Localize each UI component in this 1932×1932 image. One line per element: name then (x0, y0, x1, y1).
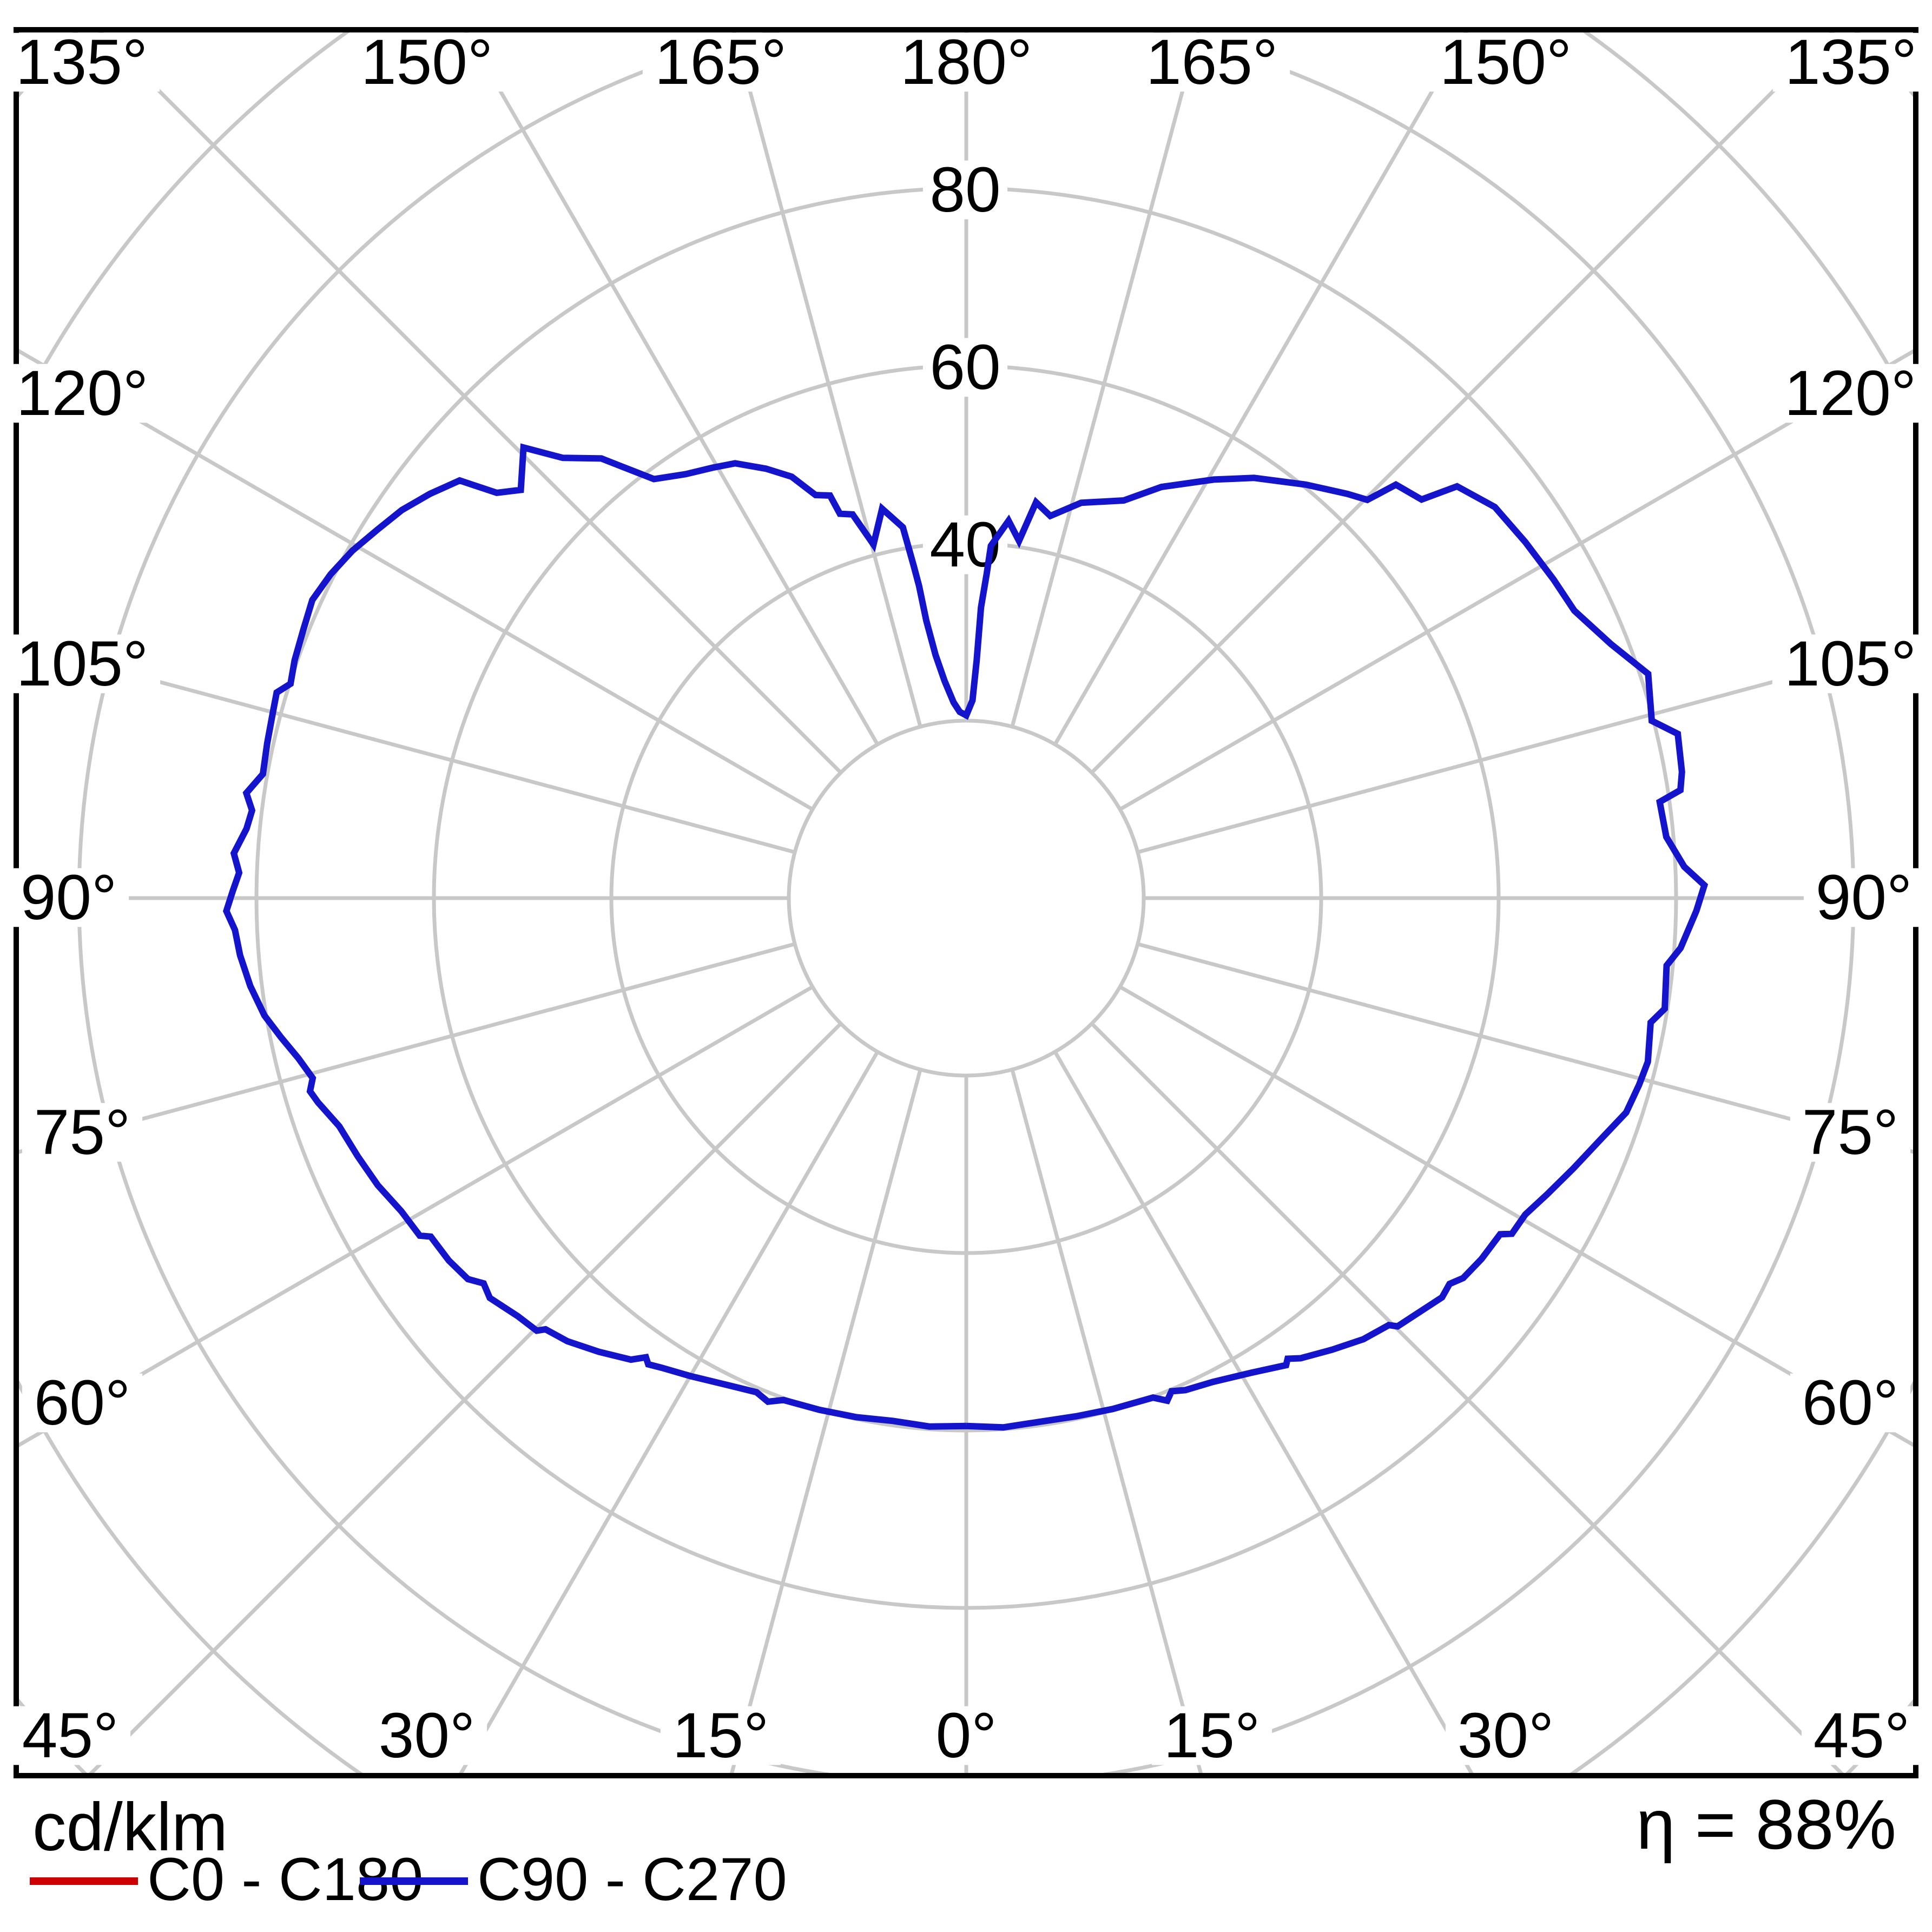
grid-spoke-15 (1010, 1069, 1203, 1773)
angle-label: 180° (900, 27, 1032, 98)
angle-label-mask (1151, 1706, 1272, 1765)
grid-spoke-75 (1137, 942, 1913, 1154)
angle-label: 75° (1802, 1097, 1898, 1168)
legend-label-c90-c270: C90 - C270 (477, 1845, 787, 1913)
grid-spoke-330 (459, 1051, 880, 1773)
grid-spoke-300 (19, 985, 814, 1447)
angle-label: 90° (21, 862, 117, 933)
angle-label-mask (22, 1373, 143, 1433)
angle-label: 0° (936, 1700, 997, 1771)
radial-label: 80 (929, 154, 1000, 226)
grid-ring-20 (787, 718, 1146, 1078)
radial-label: 60 (929, 332, 1000, 403)
efficiency-label: η = 88% (1636, 1785, 1896, 1864)
angle-label: 165° (1146, 27, 1278, 98)
grid-spoke-210 (464, 32, 880, 746)
angle-label-mask (642, 32, 799, 92)
angle-label-mask (366, 1706, 487, 1765)
angle-label: 90° (1816, 862, 1912, 933)
grid-spoke-285 (19, 942, 796, 1154)
grid-spoke-240 (19, 349, 814, 812)
axis-labels: 135° 150° 165° 180° 165° 150° 135° 120° 105° 90° 7… (3, 27, 1929, 1771)
angle-label: 45° (1814, 1700, 1910, 1771)
angle-label: 30° (379, 1700, 475, 1771)
angle-label: 150° (361, 27, 493, 98)
angle-label-mask (22, 1103, 143, 1162)
angle-label: 150° (1440, 27, 1572, 98)
grid-spoke-345 (730, 1069, 922, 1773)
curve-C90-C270 (222, 443, 1709, 1431)
angle-label: 105° (16, 628, 148, 700)
angle-label: 15° (672, 1700, 769, 1771)
angle-label-mask (10, 1706, 131, 1765)
angle-label: 120° (1784, 358, 1916, 429)
grid-spoke-165 (1010, 32, 1201, 728)
angle-label-mask (888, 32, 1045, 92)
unit-label: cd/klm (32, 1790, 228, 1865)
intensity-curves (222, 443, 1709, 1431)
angle-label: 60° (34, 1367, 130, 1439)
angle-label: 135° (16, 27, 148, 98)
grid-spoke-120 (1119, 349, 1913, 812)
radial-label-mask (922, 160, 1008, 220)
grid-spoke-60 (1119, 985, 1913, 1447)
angle-label: 15° (1164, 1700, 1260, 1771)
grid-spoke-150 (1053, 32, 1468, 746)
angle-label: 165° (655, 27, 787, 98)
angle-label-mask (1790, 1373, 1911, 1433)
angle-label: 105° (1784, 628, 1916, 700)
angle-label: 60° (1802, 1367, 1898, 1439)
angle-label-mask (1427, 32, 1584, 92)
angle-label-mask (1803, 868, 1924, 927)
grid-spoke-105 (1137, 642, 1913, 854)
angle-label: 75° (34, 1097, 130, 1168)
angle-label-mask (3, 32, 160, 92)
legend: C0 - C180 C90 - C270 (30, 1845, 787, 1913)
angle-label-mask (1445, 1706, 1566, 1765)
grid-spoke-30 (1053, 1051, 1474, 1773)
grid-spoke-255 (19, 642, 796, 854)
angle-label: 135° (1785, 27, 1917, 98)
angle-label: 45° (22, 1700, 118, 1771)
radial-label-mask (922, 338, 1008, 397)
angle-label-mask (1772, 364, 1929, 423)
angle-label: 120° (16, 358, 148, 429)
angle-label-mask (660, 1706, 781, 1765)
grid-spoke-45 (1090, 1022, 1844, 1773)
angle-label-mask (1801, 1706, 1922, 1765)
angle-label-mask (1790, 1103, 1911, 1162)
grid-spoke-315 (89, 1022, 842, 1773)
angle-label-mask (1772, 634, 1929, 694)
angle-label-mask (4, 634, 161, 694)
angle-label: 30° (1458, 1700, 1554, 1771)
angle-label-mask (1772, 32, 1929, 92)
angle-label-mask (924, 1706, 1009, 1765)
angle-label-mask (1133, 32, 1290, 92)
angle-label-mask (348, 32, 505, 92)
angle-label-mask (8, 868, 129, 927)
angle-label-mask (4, 364, 161, 423)
